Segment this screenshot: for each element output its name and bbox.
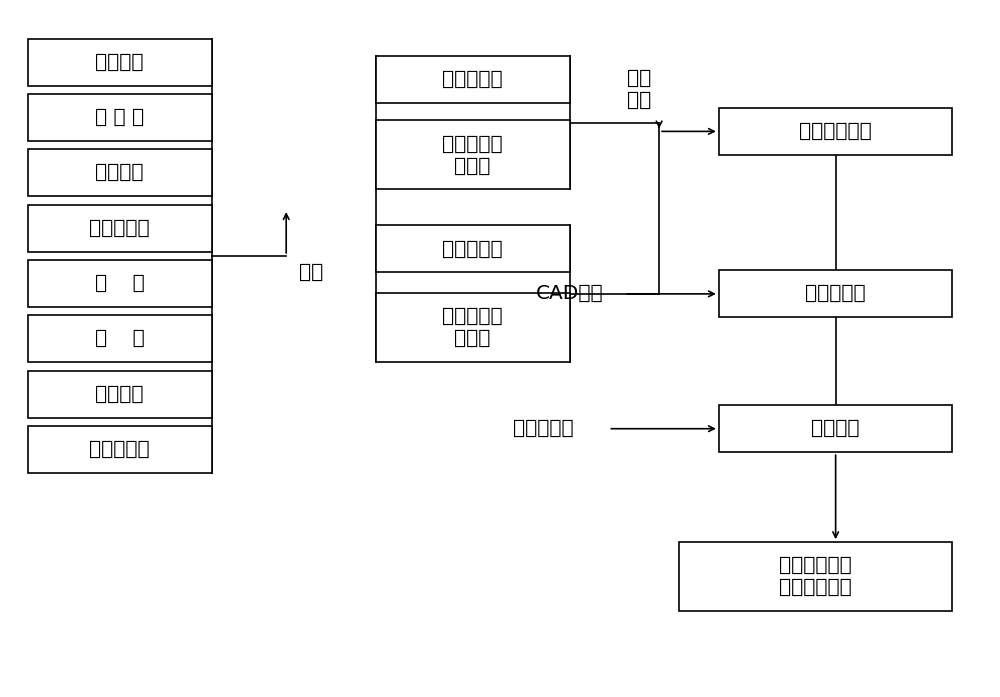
Text: 聚四氟乙烯基
电热厚膜成品: 聚四氟乙烯基 电热厚膜成品 bbox=[779, 556, 852, 597]
FancyBboxPatch shape bbox=[719, 405, 952, 452]
FancyBboxPatch shape bbox=[28, 149, 212, 197]
Text: 乙 炔 黑: 乙 炔 黑 bbox=[95, 108, 144, 127]
FancyBboxPatch shape bbox=[28, 94, 212, 141]
Text: 磷片石墨: 磷片石墨 bbox=[95, 53, 144, 72]
Text: 聚四氟乙烯
分散液: 聚四氟乙烯 分散液 bbox=[442, 135, 503, 176]
Text: 不锈钢丝网: 不锈钢丝网 bbox=[805, 284, 866, 303]
Text: 二氧化锰: 二氧化锰 bbox=[95, 385, 144, 404]
FancyBboxPatch shape bbox=[28, 39, 212, 86]
Text: 超声
分散: 超声 分散 bbox=[627, 69, 651, 109]
FancyBboxPatch shape bbox=[28, 205, 212, 252]
Text: 短丝碳纤维: 短丝碳纤维 bbox=[89, 219, 150, 238]
Text: 烘干和烧结: 烘干和烧结 bbox=[513, 419, 574, 438]
Text: 碳黑分散剂: 碳黑分散剂 bbox=[442, 70, 503, 89]
FancyBboxPatch shape bbox=[376, 225, 570, 273]
FancyBboxPatch shape bbox=[376, 121, 570, 190]
Text: CAD制版: CAD制版 bbox=[536, 284, 603, 303]
FancyBboxPatch shape bbox=[719, 270, 952, 317]
Text: 电热厚膜浆料: 电热厚膜浆料 bbox=[799, 122, 872, 141]
FancyBboxPatch shape bbox=[376, 293, 570, 362]
Text: 镍    粉: 镍 粉 bbox=[95, 274, 144, 293]
FancyBboxPatch shape bbox=[719, 108, 952, 155]
Text: 固化成形: 固化成形 bbox=[811, 419, 860, 438]
FancyBboxPatch shape bbox=[28, 260, 212, 307]
Text: 均匀混合物: 均匀混合物 bbox=[442, 240, 503, 259]
Text: 碳纤维粉: 碳纤维粉 bbox=[95, 163, 144, 183]
FancyBboxPatch shape bbox=[28, 426, 212, 473]
Text: 研磨: 研磨 bbox=[299, 263, 323, 282]
Text: 三氧化二铁: 三氧化二铁 bbox=[89, 440, 150, 459]
FancyBboxPatch shape bbox=[376, 56, 570, 103]
FancyBboxPatch shape bbox=[28, 371, 212, 418]
FancyBboxPatch shape bbox=[679, 542, 952, 611]
Text: 银    粉: 银 粉 bbox=[95, 329, 144, 348]
Text: 聚四氟乙烯
稀释剂: 聚四氟乙烯 稀释剂 bbox=[442, 307, 503, 348]
FancyBboxPatch shape bbox=[28, 315, 212, 362]
